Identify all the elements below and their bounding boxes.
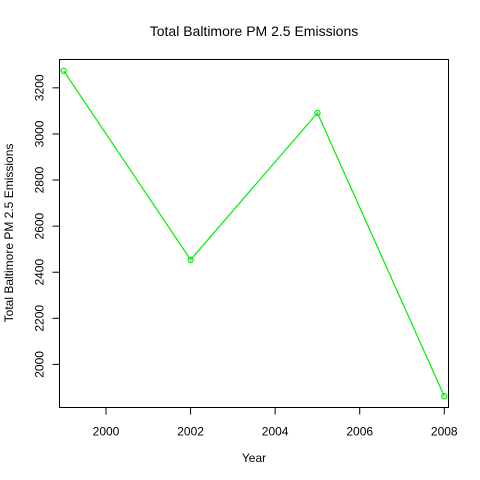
y-tick-label: 2400 — [33, 259, 47, 286]
data-point — [441, 393, 448, 400]
plot-area-border — [59, 59, 449, 408]
y-tick-label: 3000 — [33, 120, 47, 147]
x-tick-label: 2006 — [346, 425, 373, 439]
data-point — [314, 109, 321, 117]
x-tick-label: 2000 — [93, 425, 120, 439]
data-point — [187, 256, 194, 263]
series-layer — [60, 67, 448, 400]
y-tick-label: 2000 — [33, 351, 47, 378]
series-line — [63, 70, 445, 397]
x-axis: 2000 2002 2004 2006 2008 — [93, 407, 458, 439]
y-tick-label: 2600 — [33, 212, 47, 239]
data-point — [60, 67, 67, 74]
y-tick-label: 3200 — [33, 74, 47, 101]
y-tick-label: 2200 — [33, 305, 47, 332]
chart-title: Total Baltimore PM 2.5 Emissions — [150, 23, 359, 39]
x-axis-label: Year — [242, 451, 266, 465]
x-tick-label: 2004 — [262, 425, 289, 439]
y-tick-label: 2800 — [33, 166, 47, 193]
y-axis-label: Total Baltimore PM 2.5 Emissions — [2, 144, 16, 323]
x-tick-label: 2002 — [177, 425, 204, 439]
y-axis: 2000 2200 2400 2600 2800 3000 3200 — [33, 74, 60, 378]
x-tick-label: 2008 — [431, 425, 458, 439]
